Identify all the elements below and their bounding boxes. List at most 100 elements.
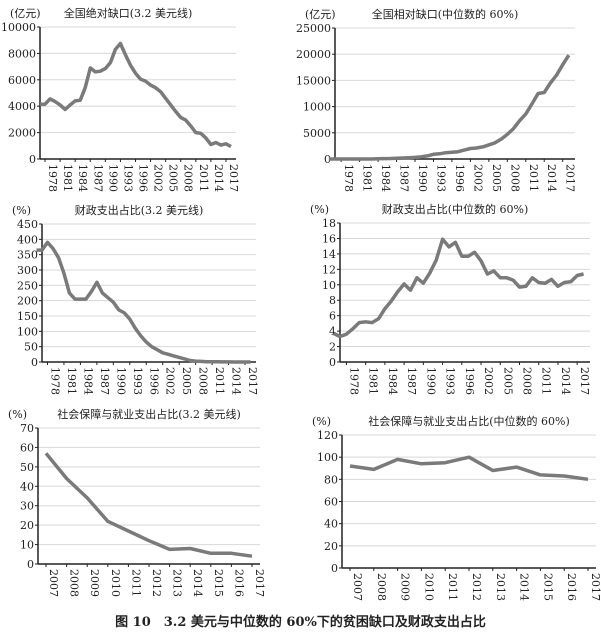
x-tick-label: 2008	[375, 573, 388, 601]
x-tick-label: 2007	[351, 573, 364, 601]
unit-label: (%)	[12, 204, 31, 217]
x-tick-label: 2013	[494, 573, 507, 601]
x-tick-label: 2008	[520, 367, 533, 395]
y-tick-label: 5000	[303, 127, 331, 140]
y-tick-label: 150	[17, 310, 38, 323]
y-tick-label: 1000	[303, 101, 331, 114]
y-tick-label: 80	[324, 473, 338, 486]
y-tick-label: 100	[17, 325, 38, 338]
x-tick-label: 1987	[405, 367, 418, 395]
x-tick-label: 1990	[416, 164, 429, 192]
y-tick-label: 18	[322, 217, 336, 230]
x-tick-label: 2002	[164, 367, 177, 395]
y-tick-label: 40	[20, 480, 34, 493]
unit-label: (%)	[8, 408, 27, 421]
chart-title: 全国相对缺口(中位数的 60%)	[372, 7, 519, 21]
unit-label: (%)	[312, 415, 331, 428]
x-tick-label: 2017	[578, 367, 591, 395]
x-tick-label: 2002	[482, 367, 495, 395]
x-tick-label: 1978	[48, 367, 61, 395]
chart-title: 财政支出占比(中位数的 60%)	[382, 202, 529, 216]
unit-label: (亿元)	[305, 8, 336, 21]
x-tick-label: 2016	[565, 573, 578, 601]
x-tick-label: 1984	[386, 367, 399, 395]
x-tick-label: 2011	[197, 164, 210, 192]
x-tick-label: 2010	[109, 569, 122, 597]
x-tick-label: 2013	[171, 569, 184, 597]
x-tick-label: 1990	[424, 367, 437, 395]
y-tick-label: 16	[322, 232, 336, 245]
x-tick-label: 1987	[398, 164, 411, 192]
x-tick-label: 1996	[136, 164, 149, 192]
figure-caption: 图 10 3.2 美元与中位数的 60%下的贫困缺口及财政支出占比	[115, 615, 486, 630]
y-tick-label: 10	[322, 279, 336, 292]
y-tick-label: 50	[24, 341, 38, 354]
x-tick-label: 2017	[246, 367, 259, 395]
x-tick-label: 2009	[399, 573, 412, 601]
x-tick-label: 2008	[182, 164, 195, 192]
x-tick-label: 2016	[232, 569, 245, 597]
x-tick-label: 2017	[564, 164, 577, 192]
y-tick-label: 60	[20, 441, 34, 454]
y-tick-label: 6	[329, 310, 336, 323]
x-tick-label: 2011	[213, 367, 226, 395]
series-line	[332, 237, 584, 339]
y-tick-label: 350	[17, 249, 38, 262]
y-tick-label: 8000	[8, 47, 36, 60]
y-tick-label: 60	[324, 496, 338, 509]
x-tick-label: 1981	[65, 367, 78, 395]
y-tick-label: 120	[317, 429, 338, 442]
x-tick-label: 2015	[212, 569, 225, 597]
y-tick-label: 200	[17, 295, 38, 308]
y-tick-label: 6000	[8, 74, 36, 87]
x-tick-label: 1993	[121, 164, 134, 192]
chart-title: 社会保障与就业支出占比(中位数的 60%)	[368, 414, 570, 428]
x-tick-label: 2014	[545, 164, 558, 192]
x-tick-label: 1996	[147, 367, 160, 395]
x-tick-label: 2010	[422, 573, 435, 601]
y-tick-label: 10	[20, 539, 34, 552]
y-tick-label: 40	[324, 518, 338, 531]
x-tick-label: 1990	[114, 367, 127, 395]
x-tick-label: 1996	[463, 367, 476, 395]
x-tick-label: 2012	[470, 573, 483, 601]
x-tick-label: 1993	[444, 367, 457, 395]
y-tick-label: 0	[331, 562, 338, 575]
x-tick-label: 1984	[379, 164, 392, 192]
y-tick-label: 2000	[8, 127, 36, 140]
y-tick-label: 0	[27, 558, 34, 571]
y-tick-label: 20	[324, 540, 338, 553]
y-tick-label: 450	[17, 218, 38, 231]
x-tick-label: 1981	[61, 164, 74, 192]
x-tick-label: 1987	[98, 367, 111, 395]
chart-2: 0 5000 1000 15000 20000 25000 1978 1981 1984 1987…	[296, 7, 577, 192]
series-line	[349, 455, 589, 482]
x-tick-label: 1987	[91, 164, 104, 192]
y-tick-label: 20	[20, 519, 34, 532]
x-tick-label: 2014	[212, 164, 225, 192]
y-tick-label: 0	[31, 356, 38, 369]
x-tick-label: 1993	[434, 164, 447, 192]
x-tick-label: 2008	[197, 367, 210, 395]
x-tick-label: 2005	[501, 367, 514, 395]
x-tick-label: 1978	[46, 164, 59, 192]
y-tick-label: 10000	[1, 21, 36, 34]
x-tick-label: 2007	[47, 569, 60, 597]
chart-title: 财政支出占比(3.2 美元线)	[75, 203, 204, 217]
x-tick-label: 2017	[253, 569, 266, 597]
x-tick-label: 2014	[518, 573, 531, 601]
x-tick-label: 2008	[508, 164, 521, 192]
x-tick-label: 2009	[88, 569, 101, 597]
x-tick-label: 2014	[559, 367, 572, 395]
x-tick-label: 2011	[540, 367, 553, 395]
chart-title: 社会保障与就业支出占比(3.2 美元线)	[57, 407, 241, 421]
x-tick-label: 1984	[81, 367, 94, 395]
x-tick-label: 2014	[191, 569, 204, 597]
y-tick-label: 25000	[296, 22, 331, 35]
x-tick-label: 2014	[230, 367, 243, 395]
series-line	[44, 452, 253, 558]
series-line	[36, 240, 251, 364]
x-tick-label: 1993	[131, 367, 144, 395]
